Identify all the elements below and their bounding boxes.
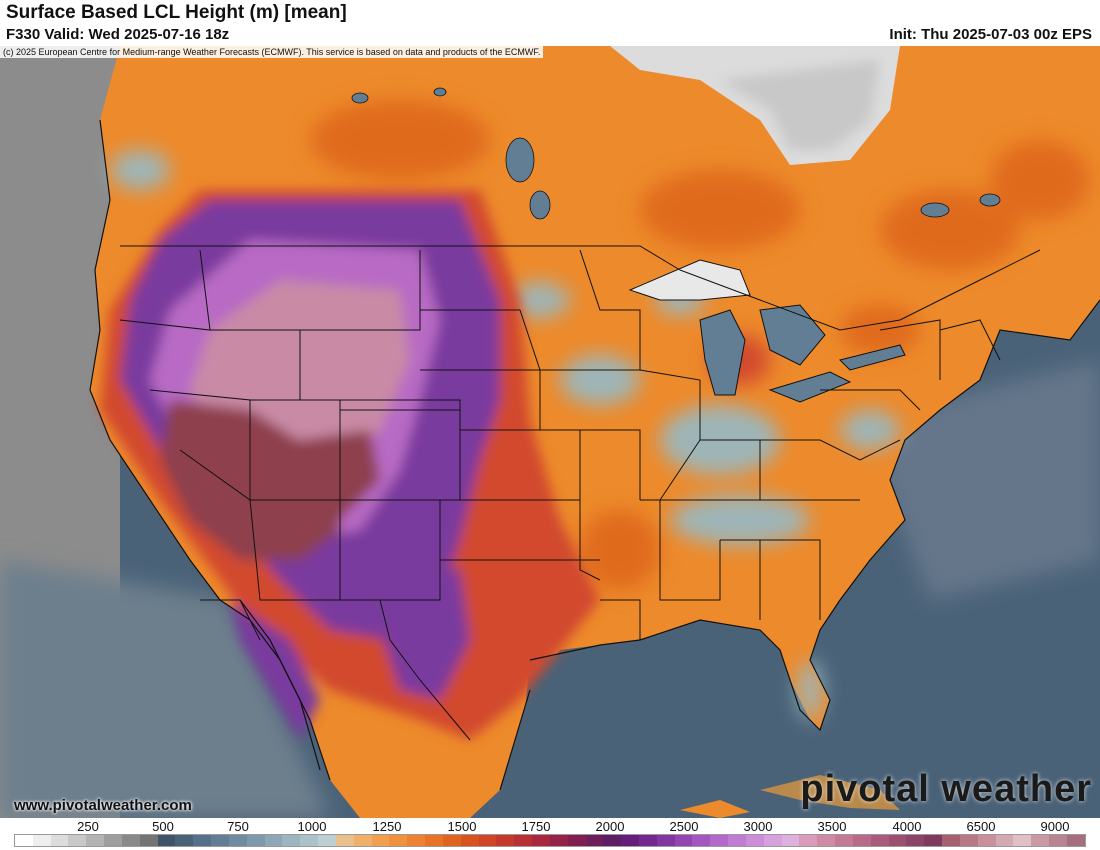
colorbar-cell xyxy=(246,835,265,846)
colorbar-cell xyxy=(15,835,33,846)
map-title: Surface Based LCL Height (m) [mean] xyxy=(6,2,347,23)
colorbar-cell xyxy=(959,835,978,846)
colorbar-cell xyxy=(1066,835,1085,846)
colorbar-cell xyxy=(942,835,960,846)
colorbar-cell xyxy=(407,835,426,846)
colorbar-cell xyxy=(86,835,105,846)
colorbar-cell xyxy=(852,835,871,846)
colorbar-cell xyxy=(781,835,800,846)
colorbar-cell xyxy=(353,835,372,846)
colorbar-tick-label: 1000 xyxy=(297,819,327,834)
colorbar-cell xyxy=(175,835,194,846)
colorbar-cell xyxy=(478,835,497,846)
colorbar-tick-label: 3000 xyxy=(743,819,773,834)
political-borders xyxy=(119,245,1041,741)
colorbar-cell xyxy=(264,835,283,846)
colorbar-tick-label: 250 xyxy=(77,819,99,834)
colorbar-cell xyxy=(621,835,639,846)
colorbar-tick-label: 9000 xyxy=(1040,819,1070,834)
colorbar-cell xyxy=(603,835,622,846)
colorbar-cell xyxy=(425,835,443,846)
colorbar-cell xyxy=(496,835,515,846)
colorbar-cell xyxy=(282,835,301,846)
colorbar-tick-label: 1500 xyxy=(447,819,477,834)
colorbar-tick-label: 750 xyxy=(227,819,249,834)
colorbar-cell xyxy=(1031,835,1050,846)
colorbar-cell xyxy=(585,835,604,846)
coastlines xyxy=(89,119,1100,791)
colorbar-cell xyxy=(68,835,87,846)
colorbar-cell xyxy=(300,835,319,846)
colorbar-cell xyxy=(888,835,907,846)
canadian-lakes xyxy=(351,87,1001,220)
colorbar-cell xyxy=(1013,835,1032,846)
valid-time: F330 Valid: Wed 2025-07-16 18z xyxy=(6,26,230,43)
colorbar-cell xyxy=(532,835,550,846)
colorbar-tick-label: 2000 xyxy=(595,819,625,834)
colorbar-cell xyxy=(389,835,408,846)
colorbar-cell xyxy=(870,835,889,846)
colorbar-cell xyxy=(799,835,818,846)
colorbar-cell xyxy=(638,835,657,846)
lcl-height-map xyxy=(0,46,1100,818)
great-lakes xyxy=(628,259,906,403)
colorbar-cell xyxy=(924,835,943,846)
colorbar-cell xyxy=(728,835,746,846)
colorbar-tick-label: 1750 xyxy=(521,819,551,834)
colorbar-tick-label: 1250 xyxy=(372,819,402,834)
colorbar-cell xyxy=(692,835,711,846)
colorbar-cell xyxy=(104,835,122,846)
colorbar-cell xyxy=(228,835,247,846)
colorbar-cell xyxy=(995,835,1014,846)
colorbar-cell xyxy=(567,835,586,846)
colorbar-cell xyxy=(211,835,229,846)
colorbar-cell xyxy=(1049,835,1067,846)
colorbar-cell xyxy=(193,835,212,846)
colorbar-cell xyxy=(710,835,729,846)
cuba-2 xyxy=(680,800,750,818)
colorbar-cell xyxy=(371,835,390,846)
colorbar-cell xyxy=(656,835,675,846)
colorbar-cell xyxy=(763,835,782,846)
colorbar-cell xyxy=(745,835,764,846)
site-url: www.pivotalweather.com xyxy=(14,797,192,814)
colorbar-tick-label: 500 xyxy=(152,819,174,834)
colorbar-cell xyxy=(835,835,853,846)
colorbar-tick-label: 4000 xyxy=(892,819,922,834)
colorbar-cell xyxy=(121,835,140,846)
colorbar-cell xyxy=(442,835,461,846)
colorbar xyxy=(14,834,1086,847)
init-time: Init: Thu 2025-07-03 00z EPS xyxy=(889,26,1092,43)
colorbar-cell xyxy=(157,835,176,846)
hudson-bay-shade xyxy=(720,60,880,150)
colorbar-cell xyxy=(674,835,693,846)
colorbar-cell xyxy=(335,835,354,846)
colorbar-cell xyxy=(139,835,158,846)
colorbar-cell xyxy=(549,835,568,846)
gulf-of-mexico xyxy=(520,626,820,818)
cuba xyxy=(760,775,900,810)
colorbar-tick-label: 6500 xyxy=(966,819,996,834)
colorbar-cell xyxy=(906,835,925,846)
colorbar-cell xyxy=(514,835,533,846)
colorbar-tick-label: 2500 xyxy=(669,819,699,834)
colorbar-cell xyxy=(817,835,836,846)
pivotal-weather-logo: pivotal weather xyxy=(800,768,1092,810)
colorbar-cell xyxy=(977,835,996,846)
colorbar-tick-label: 3500 xyxy=(817,819,847,834)
copyright-notice: (c) 2025 European Centre for Medium-rang… xyxy=(0,46,544,58)
colorbar-cell xyxy=(318,835,336,846)
pacific-ocean-south xyxy=(0,560,330,818)
colorbar-tick-labels: 250 500 750 1000 1250 1500 1750 2000 2500 3000 350… xyxy=(0,819,1100,834)
map-header: Surface Based LCL Height (m) [mean] F330… xyxy=(0,0,1100,46)
colorbar-cell xyxy=(50,835,69,846)
colorbar-cell xyxy=(460,835,479,846)
colorbar-cell xyxy=(32,835,51,846)
